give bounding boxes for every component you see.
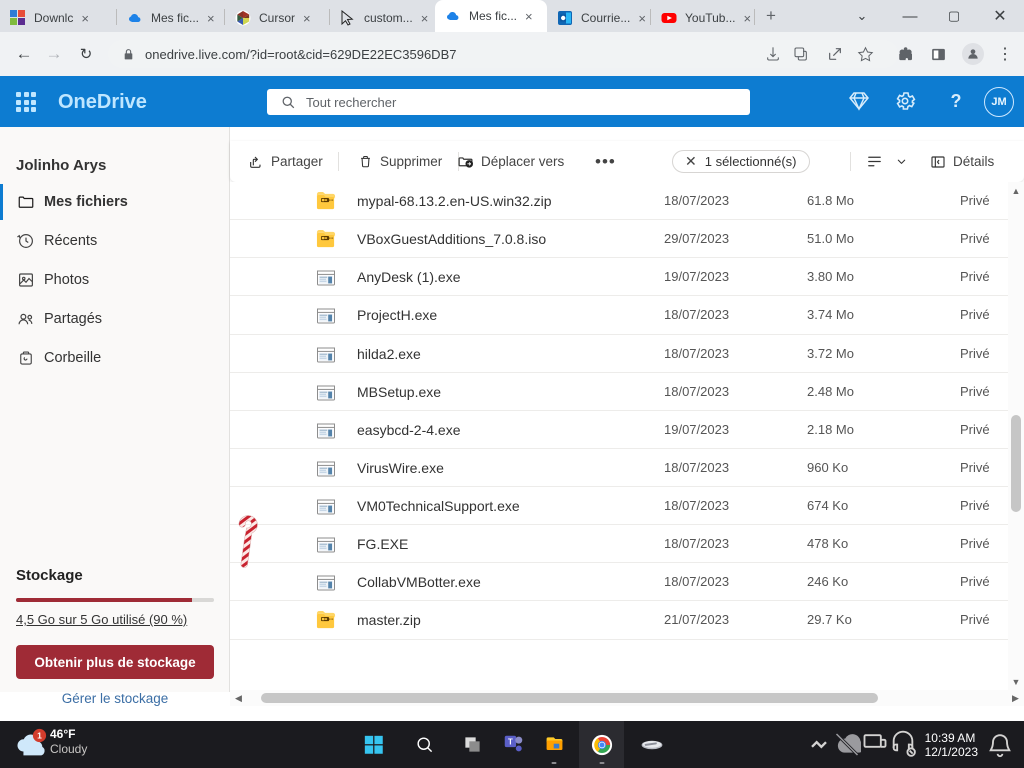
svg-text:T: T: [508, 738, 513, 747]
svg-text:1: 1: [37, 731, 42, 741]
